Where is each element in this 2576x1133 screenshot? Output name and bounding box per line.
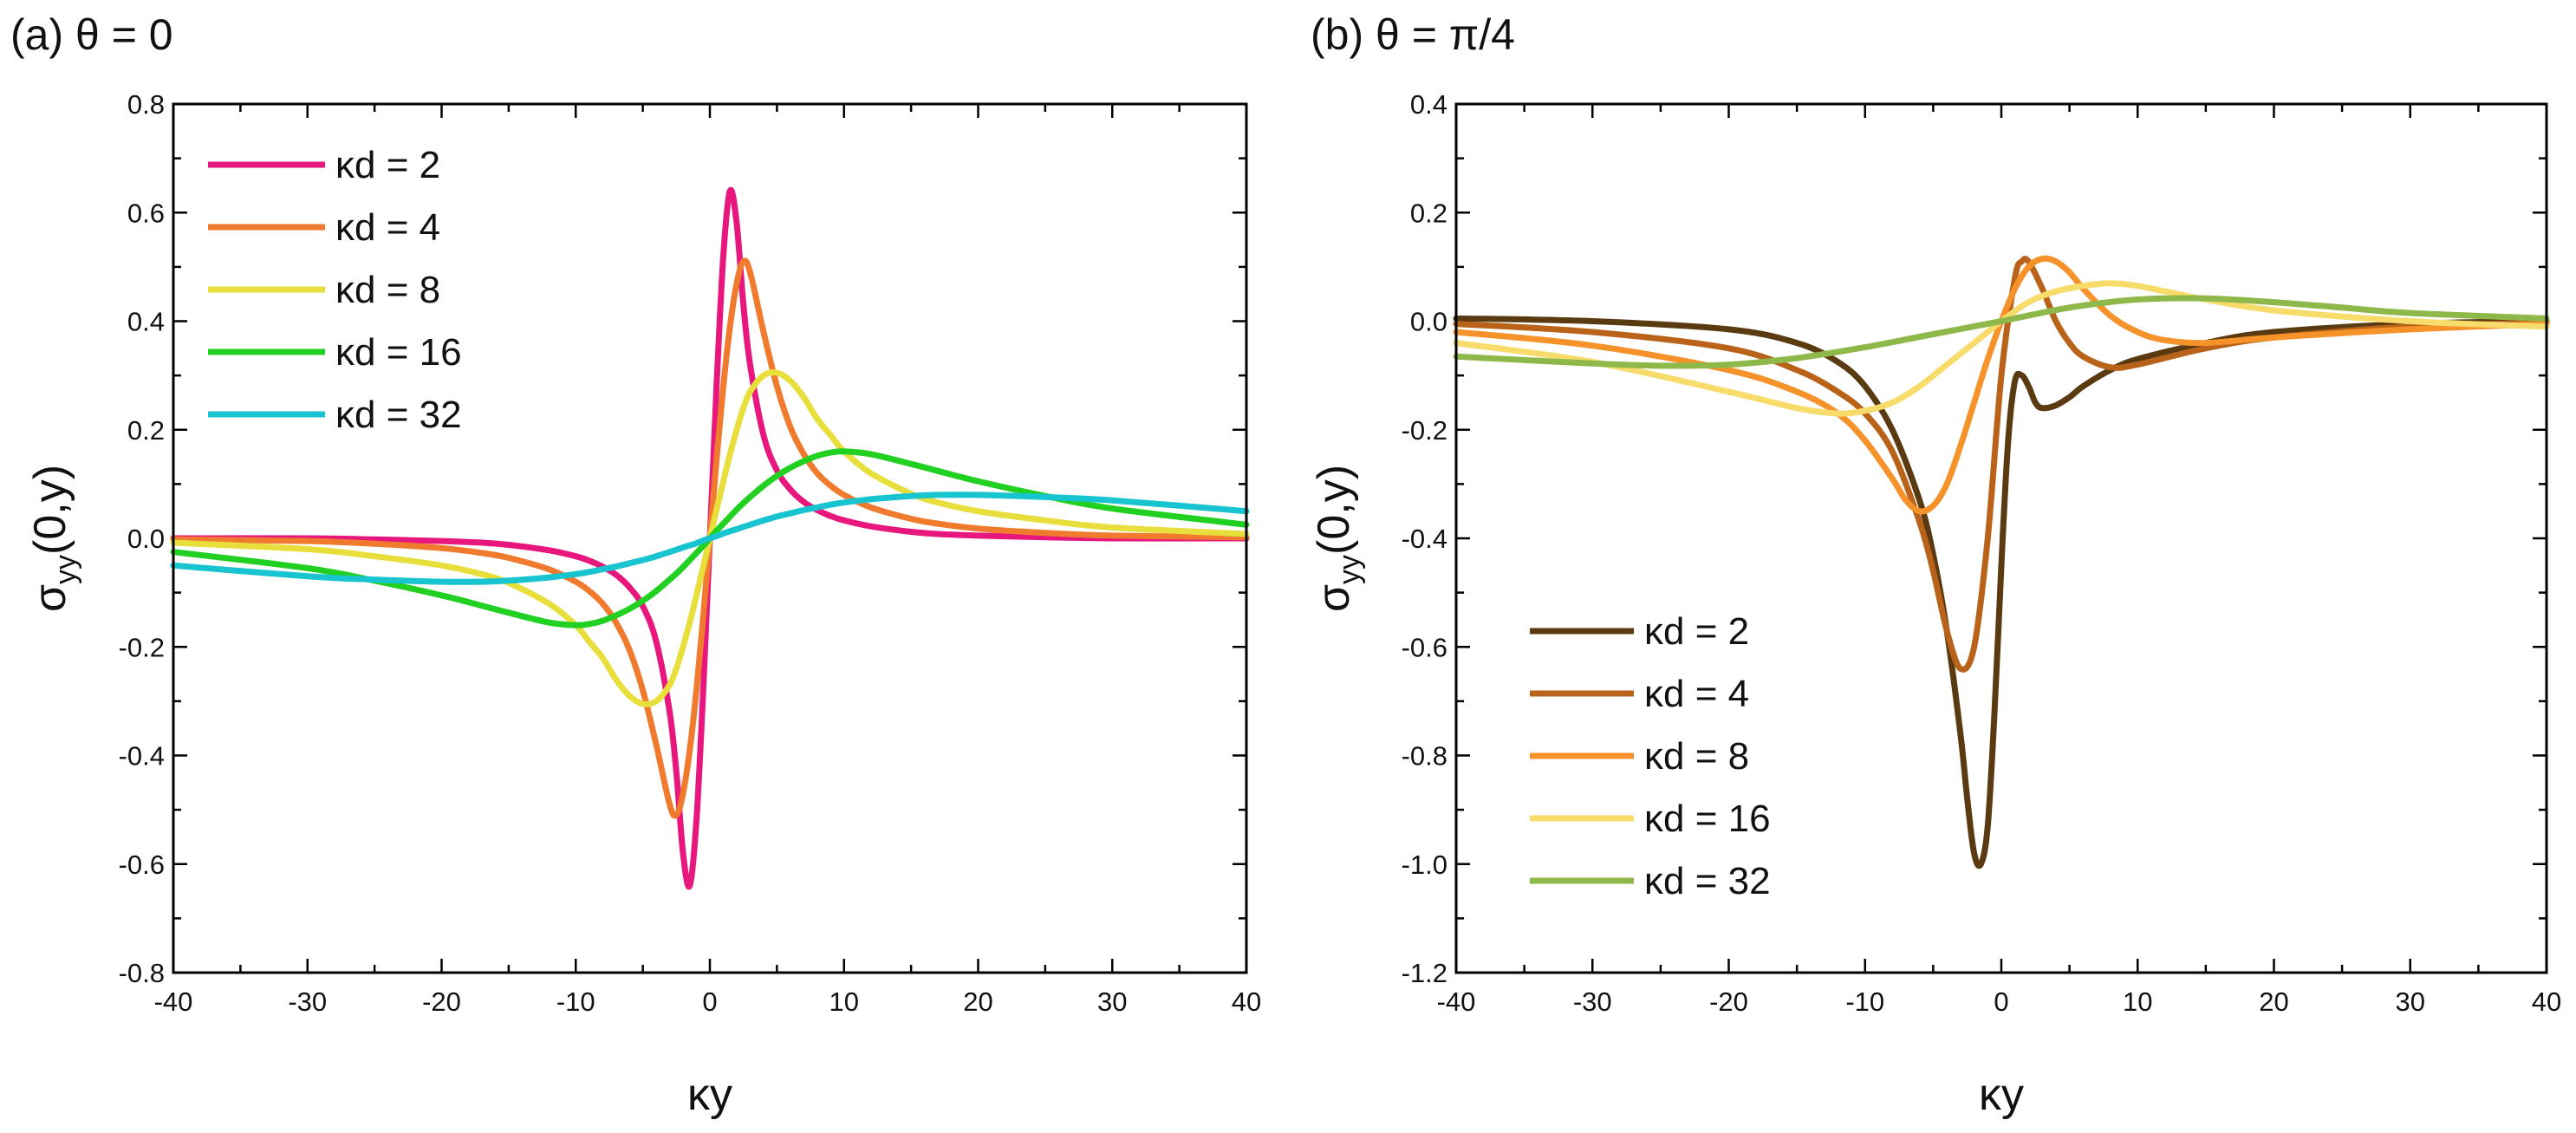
panel-a-legend-item-3: κd = 8 xyxy=(208,269,440,311)
panel-a-legend-label-4: κd = 16 xyxy=(335,331,462,374)
panel-b-series xyxy=(1453,255,2550,869)
panel-a-y-title-base: σ xyxy=(25,584,75,612)
panel-a-ytick-label-0_2: 0.2 xyxy=(127,415,165,446)
panel-a-ytick-label-0_8: 0.8 xyxy=(127,89,165,120)
panel-b-xtick-label-40: 40 xyxy=(2532,986,2561,1017)
panel-a-xtick-label-m20: -20 xyxy=(422,986,461,1017)
panel-b-series-line-5 xyxy=(1453,295,2550,369)
panel-b-x-axis-title: κy xyxy=(1979,1070,2024,1120)
panel-a-legend: κd = 2 κd = 4 κd = 8 κd = 16 κd = 32 xyxy=(208,144,462,436)
panel-b-xtick-label-m10: -10 xyxy=(1845,986,1884,1017)
panel-b-series-line-2 xyxy=(1453,255,2550,673)
panel-b-ytick-label-0_2: 0.2 xyxy=(1410,198,1447,228)
panel-b-y-title-rest: (0,y) xyxy=(1309,465,1359,555)
panel-a-ytick-label-0_6: 0.6 xyxy=(127,198,165,228)
panel-b-ytick-label-m1: -1.0 xyxy=(1402,850,1447,880)
panel-b-ytick-label-m1_2: -1.2 xyxy=(1402,958,1447,988)
panel-a-series-line-5 xyxy=(170,492,1250,585)
panel-b-series-line-3 xyxy=(1453,255,2550,515)
panel-a-ytick-label-0: 0.0 xyxy=(127,524,165,554)
panel-b-legend-label-3: κd = 8 xyxy=(1644,735,1749,778)
panel-b-xtick-label-m20: -20 xyxy=(1709,986,1748,1017)
panel-b-ytick-label-m0_4: -0.4 xyxy=(1402,524,1447,554)
panel-b-legend-item-5: κd = 32 xyxy=(1530,860,1771,902)
panel-a-y-title-sub: yy xyxy=(49,555,82,584)
panel-a-xtick-label-20: 20 xyxy=(963,986,992,1017)
panel-a-ytick-label-m0_2: -0.2 xyxy=(119,632,165,662)
panel-b-ytick-label-m0_8: -0.8 xyxy=(1402,741,1447,772)
panel-a-ytick-label-m0_6: -0.6 xyxy=(119,850,165,880)
panel-b-legend: κd = 2 κd = 4 κd = 8 κd = 16 κd = 32 xyxy=(1530,610,1771,902)
panel-a-y-title-rest: (0,y) xyxy=(25,465,75,555)
panel-b-ytick-label-0_4: 0.4 xyxy=(1410,89,1447,120)
panel-b-y-title-base: σ xyxy=(1309,584,1359,612)
panel-a-xtick-label-40: 40 xyxy=(1232,986,1261,1017)
panel-a-xtick-label-m40: -40 xyxy=(154,986,193,1017)
panel-a-ytick-label-m0_8: -0.8 xyxy=(119,958,165,988)
panel-a-legend-label-2: κd = 4 xyxy=(335,206,440,249)
panel-b-title: (b) θ = π/4 xyxy=(1311,10,1515,59)
panel-a-xtick-label-m10: -10 xyxy=(556,986,595,1017)
panel-a-x-axis: -40 -30 -20 -10 0 10 20 30 40 xyxy=(154,104,1261,1017)
panel-a-x-axis-title: κy xyxy=(687,1070,732,1120)
panel-b-xtick-label-m30: -30 xyxy=(1573,986,1612,1017)
panel-a-xtick-label-m30: -30 xyxy=(288,986,327,1017)
panel-b-legend-item-4: κd = 16 xyxy=(1530,798,1771,840)
panel-a-legend-item-2: κd = 4 xyxy=(208,206,440,249)
panel-a-y-axis-title: σyy(0,y) xyxy=(25,465,82,612)
panel-a-ytick-label-m0_4: -0.4 xyxy=(119,741,165,772)
panel-b-legend-label-1: κd = 2 xyxy=(1644,610,1749,653)
panel-a-y-axis: -0.8 -0.6 -0.4 -0.2 0.0 0.2 0.4 0.6 0.8 xyxy=(119,89,1246,988)
panel-a-legend-label-3: κd = 8 xyxy=(335,269,440,311)
panel-b: (b) θ = π/4 -40 -30 -20 -10 0 10 20 30 40 -1.2 -1… xyxy=(1309,10,2561,1120)
panel-b-xtick-label-10: 10 xyxy=(2123,986,2152,1017)
panel-a-title: (a) θ = 0 xyxy=(10,10,173,59)
panel-b-legend-label-2: κd = 4 xyxy=(1644,673,1749,715)
panel-b-ytick-label-0: 0.0 xyxy=(1410,307,1447,337)
panel-a-xtick-label-30: 30 xyxy=(1097,986,1127,1017)
panel-b-y-title-sub: yy xyxy=(1333,555,1366,584)
panel-b-legend-label-5: κd = 32 xyxy=(1644,860,1771,902)
panel-a-xtick-label-0: 0 xyxy=(702,986,717,1017)
panel-b-xtick-label-m40: -40 xyxy=(1437,986,1476,1017)
panel-b-legend-item-2: κd = 4 xyxy=(1530,673,1749,715)
panel-a-legend-item-1: κd = 2 xyxy=(208,144,440,186)
panel-a-series xyxy=(170,186,1250,890)
panel-b-xtick-label-30: 30 xyxy=(2396,986,2425,1017)
panel-b-y-axis-title: σyy(0,y) xyxy=(1309,465,1366,612)
panel-b-legend-item-1: κd = 2 xyxy=(1530,610,1749,653)
panel-b-xtick-label-0: 0 xyxy=(1994,986,2008,1017)
panel-b-legend-item-3: κd = 8 xyxy=(1530,735,1749,778)
panel-a-plot-frame xyxy=(172,102,1248,974)
panel-b-xtick-label-20: 20 xyxy=(2259,986,2288,1017)
panel-a-ytick-label-0_4: 0.4 xyxy=(127,307,165,337)
panel-b-legend-label-4: κd = 16 xyxy=(1644,798,1771,840)
panel-a-legend-item-5: κd = 32 xyxy=(208,394,462,436)
panel-b-plot-frame xyxy=(1454,102,2548,974)
panel-a-legend-item-4: κd = 16 xyxy=(208,331,462,374)
panel-a-legend-label-5: κd = 32 xyxy=(335,394,462,436)
panel-b-ytick-label-m0_2: -0.2 xyxy=(1402,415,1447,446)
panel-a-legend-label-1: κd = 2 xyxy=(335,144,440,186)
panel-b-ytick-label-m0_6: -0.6 xyxy=(1402,632,1447,662)
panel-a-xtick-label-10: 10 xyxy=(829,986,859,1017)
panel-a: (a) θ = 0 -40 -30 -20 -10 0 10 20 30 40 -0.8 -0.6… xyxy=(10,10,1261,1120)
